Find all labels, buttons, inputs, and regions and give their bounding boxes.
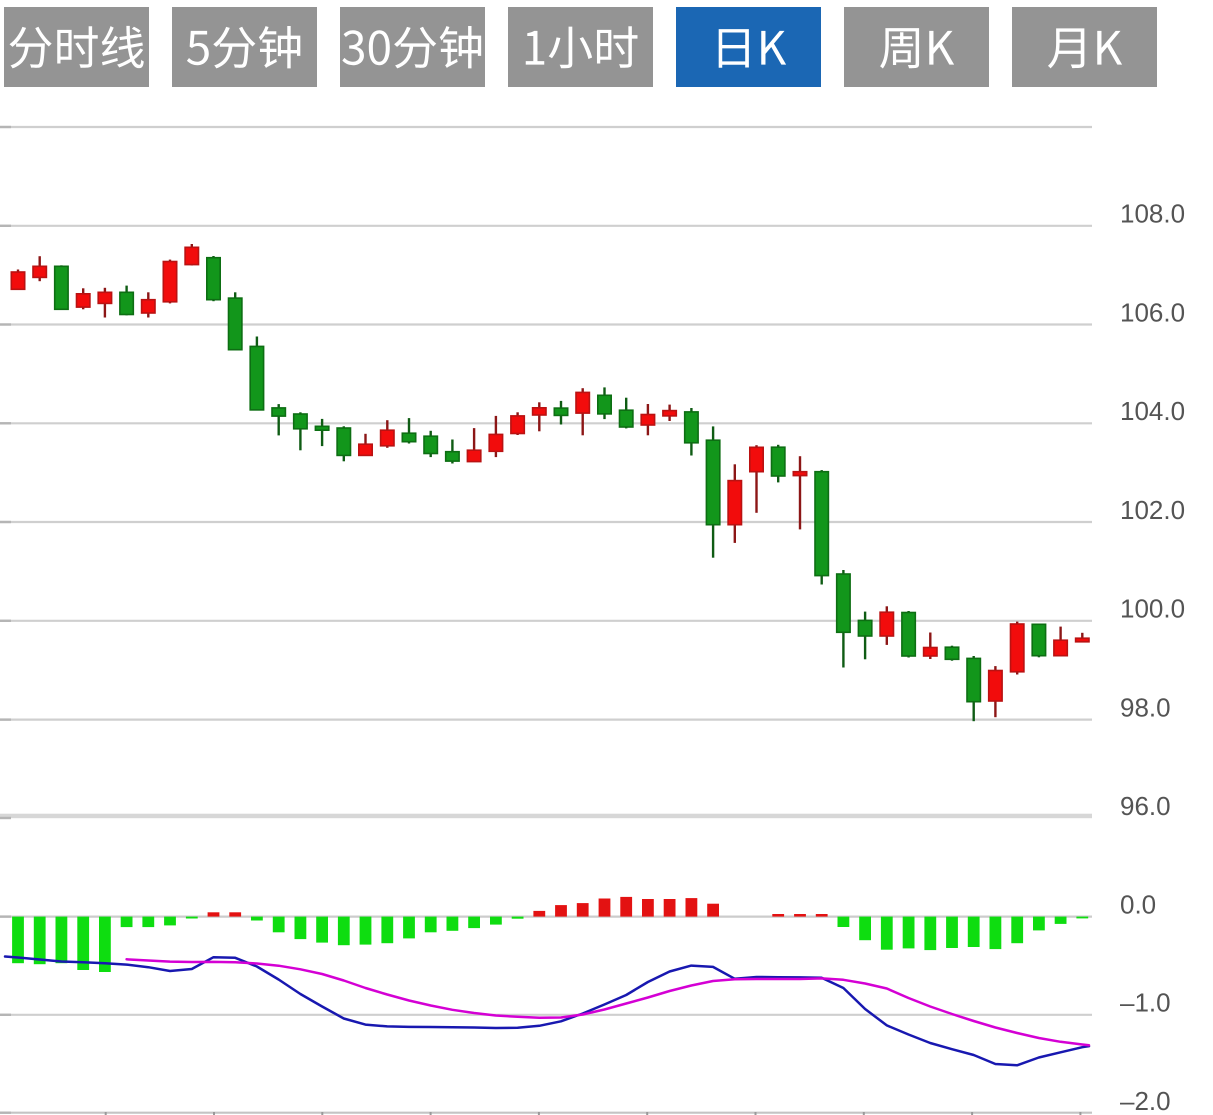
svg-text:96.0: 96.0 <box>1120 791 1171 821</box>
svg-text:102.0: 102.0 <box>1120 495 1185 525</box>
svg-text:108.0: 108.0 <box>1120 199 1185 229</box>
svg-text:–1.0: –1.0 <box>1120 988 1171 1018</box>
svg-text:0.0: 0.0 <box>1120 889 1156 919</box>
svg-text:–2.0: –2.0 <box>1120 1086 1171 1115</box>
svg-text:104.0: 104.0 <box>1120 396 1185 426</box>
svg-text:100.0: 100.0 <box>1120 594 1185 624</box>
svg-text:98.0: 98.0 <box>1120 692 1171 722</box>
svg-text:106.0: 106.0 <box>1120 297 1185 327</box>
